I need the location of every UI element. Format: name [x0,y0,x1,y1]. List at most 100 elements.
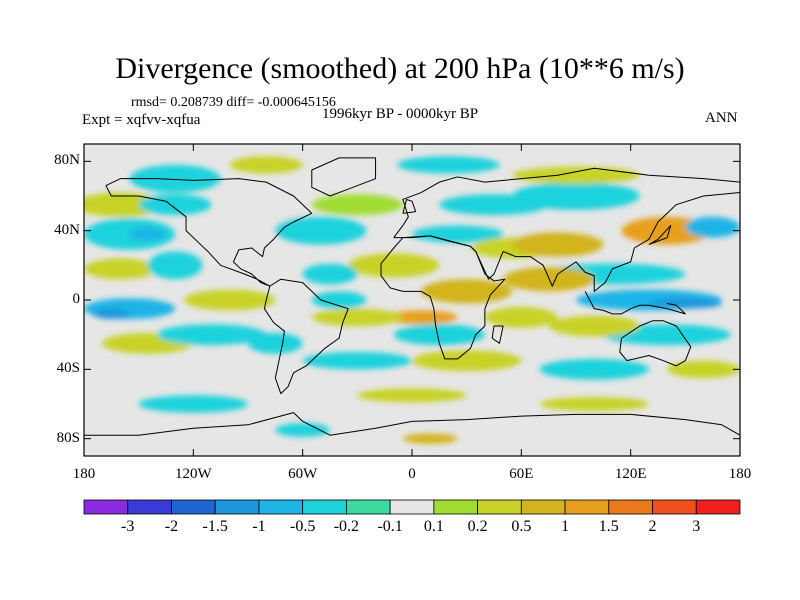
lat-label: 0 [72,291,81,307]
coastline-4 [380,235,506,360]
coastline-2 [393,167,740,238]
field-blob-38 [248,332,303,354]
colorbar-swatch-1 [127,499,172,515]
field-blob-39 [302,352,413,370]
field-blob-47 [402,433,458,444]
field-blob-44 [357,388,467,403]
stats-label: rmsd= 0.208739 diff= -0.000645156 [131,95,336,110]
coastline-11 [648,224,672,246]
field-blob-14 [512,182,640,210]
coastline-layer [84,157,740,436]
colorbar-label: 3 [692,518,701,535]
field-blob-2 [129,164,221,193]
colorbar-swatch-12 [608,499,653,515]
colorbar-label: -2 [164,518,179,535]
coastline-5 [619,320,692,367]
lon-label: 60E [509,466,534,482]
field-blob-20 [685,216,740,238]
colorbar-swatch-14 [695,499,741,515]
colorbar-label: -0.2 [333,518,360,535]
field-blob-10 [311,194,403,216]
coastline-1 [263,278,349,395]
field-blob-15 [512,166,640,184]
coastline-9 [402,198,417,214]
experiment-label: Expt = xqfvv-xqfua [82,112,201,128]
field-blob-46 [275,423,330,437]
colorbar-label: 1.5 [598,518,619,535]
field-blob-7 [84,258,157,280]
colorbar-swatch-2 [171,499,216,515]
lon-label: 120E [614,466,647,482]
colorbar-label: 0.2 [467,518,488,535]
lon-label: 120W [174,466,212,482]
lon-label: 180 [728,466,752,482]
lat-label: 40S [56,360,80,377]
field-layer [84,156,740,444]
colorbar [83,499,741,515]
map-title: Divergence (smoothed) at 200 hPa (10**6 … [115,52,685,85]
coastline-6 [584,291,686,315]
period-label: 1996kyr BP - 0000kyr BP [322,106,479,122]
field-blob-3 [84,192,166,217]
colorbar-swatch-11 [564,499,610,515]
colorbar-swatch-8 [433,499,479,515]
colorbar-label: 2 [648,518,657,535]
field-blob-16 [412,225,504,243]
colorbar-label: -0.5 [289,518,316,535]
lon-label: 0 [408,466,416,482]
field-blob-5 [129,227,166,242]
field-blob-45 [539,397,649,411]
coastline-0 [105,178,313,287]
field-blob-43 [138,395,248,413]
colorbar-swatch-10 [520,499,566,515]
field-blob-40 [412,350,522,372]
colorbar-swatch-5 [302,499,347,515]
lon-label: 60W [288,466,318,482]
coastline-10 [491,325,504,344]
field-blob-24 [648,298,722,309]
colorbar-label: -3 [121,518,135,535]
field-blob-26 [548,315,640,337]
colorbar-swatch-13 [652,499,697,515]
colorbar-label: -1.5 [202,518,228,535]
colorbar-swatch-6 [345,499,391,515]
field-blob-12 [302,263,358,285]
field-blob-42 [667,360,740,379]
coastline-8 [311,157,377,197]
lat-label: 40N [54,221,80,238]
coastline-7 [84,412,740,436]
field-blob-37 [156,324,267,346]
field-blob-41 [539,358,649,380]
colorbar-label: -0.1 [377,518,403,535]
lon-label: 180 [72,466,96,482]
field-blob-8 [147,251,203,280]
field-blob-11 [348,253,440,278]
field-blob-28 [421,279,513,304]
colorbar-swatch-9 [477,499,522,515]
colorbar-label: 0.1 [423,518,444,535]
field-blob-0 [397,156,500,174]
field-blob-35 [93,308,130,320]
colorbar-label: 1 [561,518,570,535]
colorbar-swatch-7 [389,499,435,515]
colorbar-swatch-4 [258,499,304,515]
field-blob-6 [138,194,212,216]
field-blob-32 [311,291,367,309]
tick-marks [83,144,741,456]
colorbar-swatch-3 [214,499,260,515]
field-blob-30 [384,310,458,325]
field-blob-22 [503,267,595,292]
colorbar-label: -1 [252,518,266,535]
lat-label: 80S [56,429,80,446]
season-label: ANN [705,110,738,126]
field-blob-27 [484,306,558,328]
field-blob-31 [311,308,403,327]
colorbar-label: 0.5 [511,518,532,535]
field-blob-9 [275,216,367,245]
field-blob-33 [184,289,276,311]
field-blob-29 [393,324,485,346]
lat-label: 80N [54,152,80,169]
field-blob-18 [512,232,604,257]
colorbar-swatch-0 [83,499,129,515]
